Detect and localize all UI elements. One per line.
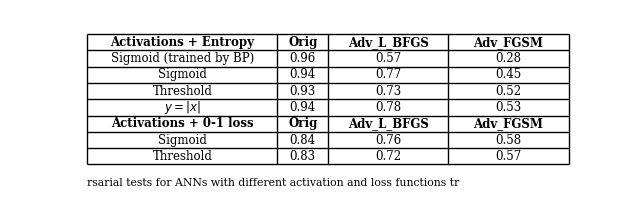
Text: 0.73: 0.73 xyxy=(375,84,401,98)
Text: Threshold: Threshold xyxy=(152,84,212,98)
Text: 0.76: 0.76 xyxy=(375,134,401,147)
Text: 0.84: 0.84 xyxy=(290,134,316,147)
Text: 0.94: 0.94 xyxy=(290,68,316,81)
Text: Adv_FGSM: Adv_FGSM xyxy=(474,36,543,49)
Text: Orig: Orig xyxy=(288,117,317,130)
Text: 0.96: 0.96 xyxy=(290,52,316,65)
Text: 0.57: 0.57 xyxy=(375,52,401,65)
Text: 0.28: 0.28 xyxy=(495,52,522,65)
Text: 0.83: 0.83 xyxy=(290,150,316,163)
Text: 0.93: 0.93 xyxy=(290,84,316,98)
Text: Sigmoid: Sigmoid xyxy=(158,134,207,147)
Text: 0.58: 0.58 xyxy=(495,134,522,147)
Text: 0.52: 0.52 xyxy=(495,84,522,98)
Text: Adv_L_BFGS: Adv_L_BFGS xyxy=(348,117,429,130)
Text: 0.77: 0.77 xyxy=(375,68,401,81)
Text: Adv_L_BFGS: Adv_L_BFGS xyxy=(348,36,429,49)
Text: 0.53: 0.53 xyxy=(495,101,522,114)
Text: Activations + 0-1 loss: Activations + 0-1 loss xyxy=(111,117,254,130)
Text: Orig: Orig xyxy=(288,36,317,49)
Text: 0.78: 0.78 xyxy=(375,101,401,114)
Text: 0.45: 0.45 xyxy=(495,68,522,81)
Text: Sigmoid: Sigmoid xyxy=(158,68,207,81)
Text: Sigmoid (trained by BP): Sigmoid (trained by BP) xyxy=(111,52,254,65)
Text: 0.94: 0.94 xyxy=(290,101,316,114)
Text: 0.72: 0.72 xyxy=(375,150,401,163)
Text: Threshold: Threshold xyxy=(152,150,212,163)
Text: Activations + Entropy: Activations + Entropy xyxy=(111,36,255,49)
Text: 0.57: 0.57 xyxy=(495,150,522,163)
Text: Adv_FGSM: Adv_FGSM xyxy=(474,117,543,130)
Text: $y=|x|$: $y=|x|$ xyxy=(164,99,201,116)
Text: rsarial tests for ANNs with different activation and loss functions tr: rsarial tests for ANNs with different ac… xyxy=(88,178,460,188)
